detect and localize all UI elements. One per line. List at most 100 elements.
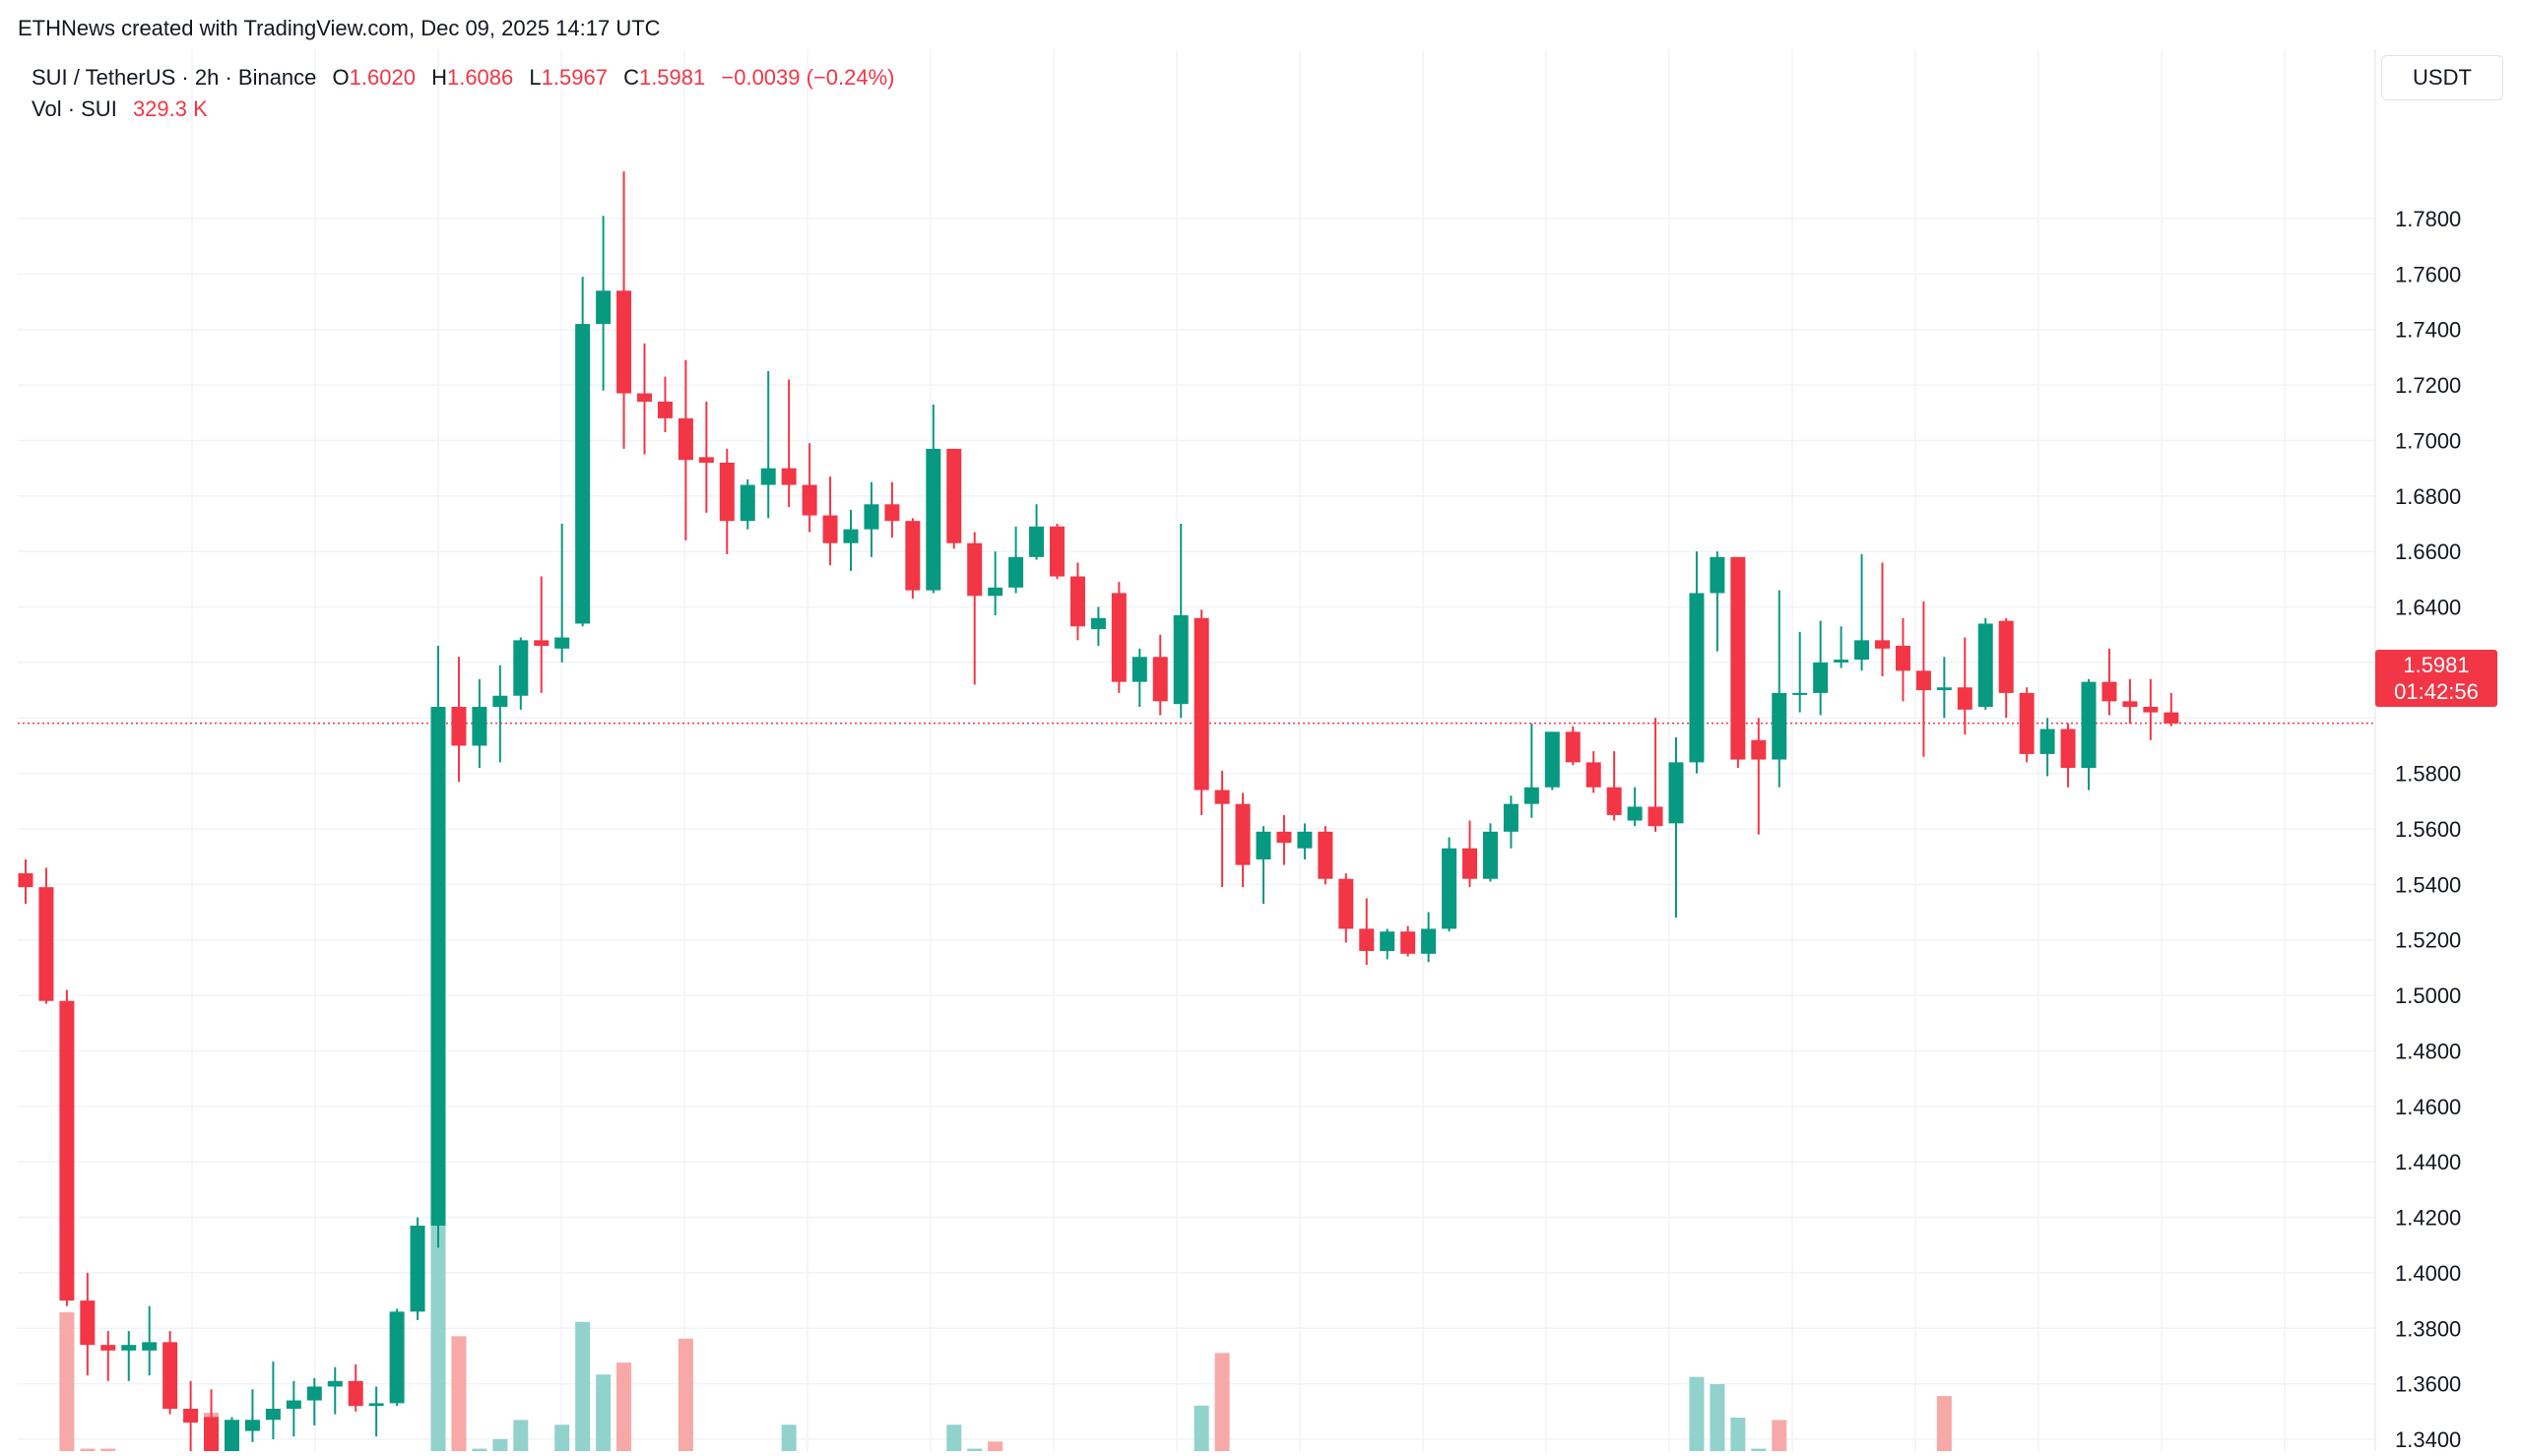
candle-down[interactable] [1235,792,1251,888]
candle-up[interactable] [1544,731,1560,791]
candle-down[interactable] [100,1331,116,1381]
currency-button[interactable]: USDT [2381,55,2503,100]
candle-up[interactable] [1792,631,1808,713]
candle-up[interactable] [1297,823,1313,859]
candle-up[interactable] [389,1308,405,1407]
candle-up[interactable] [760,371,776,519]
candle-down[interactable] [1069,562,1085,641]
candle-up[interactable] [1668,737,1684,918]
symbol-label[interactable]: SUI / TetherUS · 2h · Binance [32,65,317,90]
candle-up[interactable] [843,509,859,571]
candle-down[interactable] [719,448,735,554]
candle-down[interactable] [946,448,962,549]
candle-down[interactable] [2060,723,2076,788]
candle-up[interactable] [1442,837,1457,932]
candle-up[interactable] [2039,718,2055,777]
candle-up[interactable] [244,1389,260,1442]
candle-up[interactable] [1008,526,1024,594]
candle-down[interactable] [1194,609,1209,815]
candle-up[interactable] [554,524,570,663]
candle-up[interactable] [1834,626,1849,668]
candle-up[interactable] [1503,795,1519,849]
candle-up[interactable] [1772,590,1787,788]
candle-up[interactable] [1482,823,1498,882]
candle-up[interactable] [410,1217,425,1320]
candle-down[interactable] [1895,617,1910,702]
candle-down[interactable] [1585,751,1601,793]
candle-up[interactable] [1936,657,1952,719]
candle-down[interactable] [657,376,673,432]
candle-down[interactable] [1957,637,1972,735]
candle-up[interactable] [368,1386,384,1437]
candle-down[interactable] [451,657,467,783]
candle-down[interactable] [905,518,921,600]
candle-up[interactable] [430,646,446,1248]
candle-down[interactable] [80,1272,96,1376]
candle-up[interactable] [225,1417,239,1456]
candle-down[interactable] [1915,601,1931,757]
candle-up[interactable] [1689,551,1705,774]
candle-up[interactable] [1421,912,1437,963]
candle-up[interactable] [1131,648,1147,707]
candle-down[interactable] [1648,718,1663,832]
candle-down[interactable] [162,1331,178,1415]
candle-up[interactable] [1256,826,1271,905]
candle-down[interactable] [204,1389,220,1456]
candle-up[interactable] [265,1361,281,1439]
candle-up[interactable] [327,1366,343,1415]
candle-up[interactable] [1977,617,1993,710]
candle-down[interactable] [1050,524,1065,580]
candle-down[interactable] [698,402,714,513]
candle-down[interactable] [183,1380,199,1456]
candle-up[interactable] [121,1331,137,1381]
candle-down[interactable] [1400,925,1416,957]
candle-up[interactable] [596,216,612,391]
candle-up[interactable] [472,678,487,768]
candle-up[interactable] [1854,554,1870,671]
candle-down[interactable] [1214,770,1230,888]
candle-up[interactable] [1523,723,1539,818]
candle-down[interactable] [1875,562,1890,676]
candle-down[interactable] [802,443,817,533]
candle-down[interactable] [637,343,652,455]
candle-down[interactable] [2101,648,2117,716]
candle-down[interactable] [1338,873,1354,943]
candle-up[interactable] [1710,551,1725,652]
candle-down[interactable] [1751,718,1767,835]
candle-down[interactable] [616,171,632,449]
candle-down[interactable] [1318,826,1333,885]
price-axis[interactable]: 1.7800 1.7600 1.7400 1.7200 1.7000 1.6800 1.66… [2395,207,2461,1452]
candle-down[interactable] [2143,678,2159,740]
candle-up[interactable] [2081,678,2097,791]
candles[interactable] [18,171,2179,1456]
candle-up[interactable] [1813,620,1829,716]
candle-up[interactable] [513,637,529,710]
candle-up[interactable] [575,277,591,627]
candle-up[interactable] [286,1380,301,1437]
candle-up[interactable] [142,1305,158,1376]
candle-up[interactable] [926,404,941,594]
candle-down[interactable] [822,476,838,566]
candle-down[interactable] [1359,898,1375,966]
candle-down[interactable] [1152,634,1168,716]
candle-down[interactable] [1276,814,1292,865]
candle-up[interactable] [1029,504,1045,560]
candle-down[interactable] [884,481,900,538]
candle-down[interactable] [2019,687,2035,763]
candle-down[interactable] [1998,617,2014,719]
candle-down[interactable] [1462,820,1477,888]
candle-down[interactable] [1730,556,1746,768]
candle-down[interactable] [18,859,33,905]
candle-up[interactable] [492,665,508,763]
candle-down[interactable] [59,989,75,1306]
candle-down[interactable] [1111,582,1127,693]
candle-up[interactable] [988,551,1003,615]
candle-down[interactable] [781,379,797,508]
candle-down[interactable] [678,359,693,540]
candle-down[interactable] [38,867,54,1004]
candle-down[interactable] [967,532,983,685]
candle-up[interactable] [740,478,755,530]
candle-down[interactable] [2164,692,2179,727]
